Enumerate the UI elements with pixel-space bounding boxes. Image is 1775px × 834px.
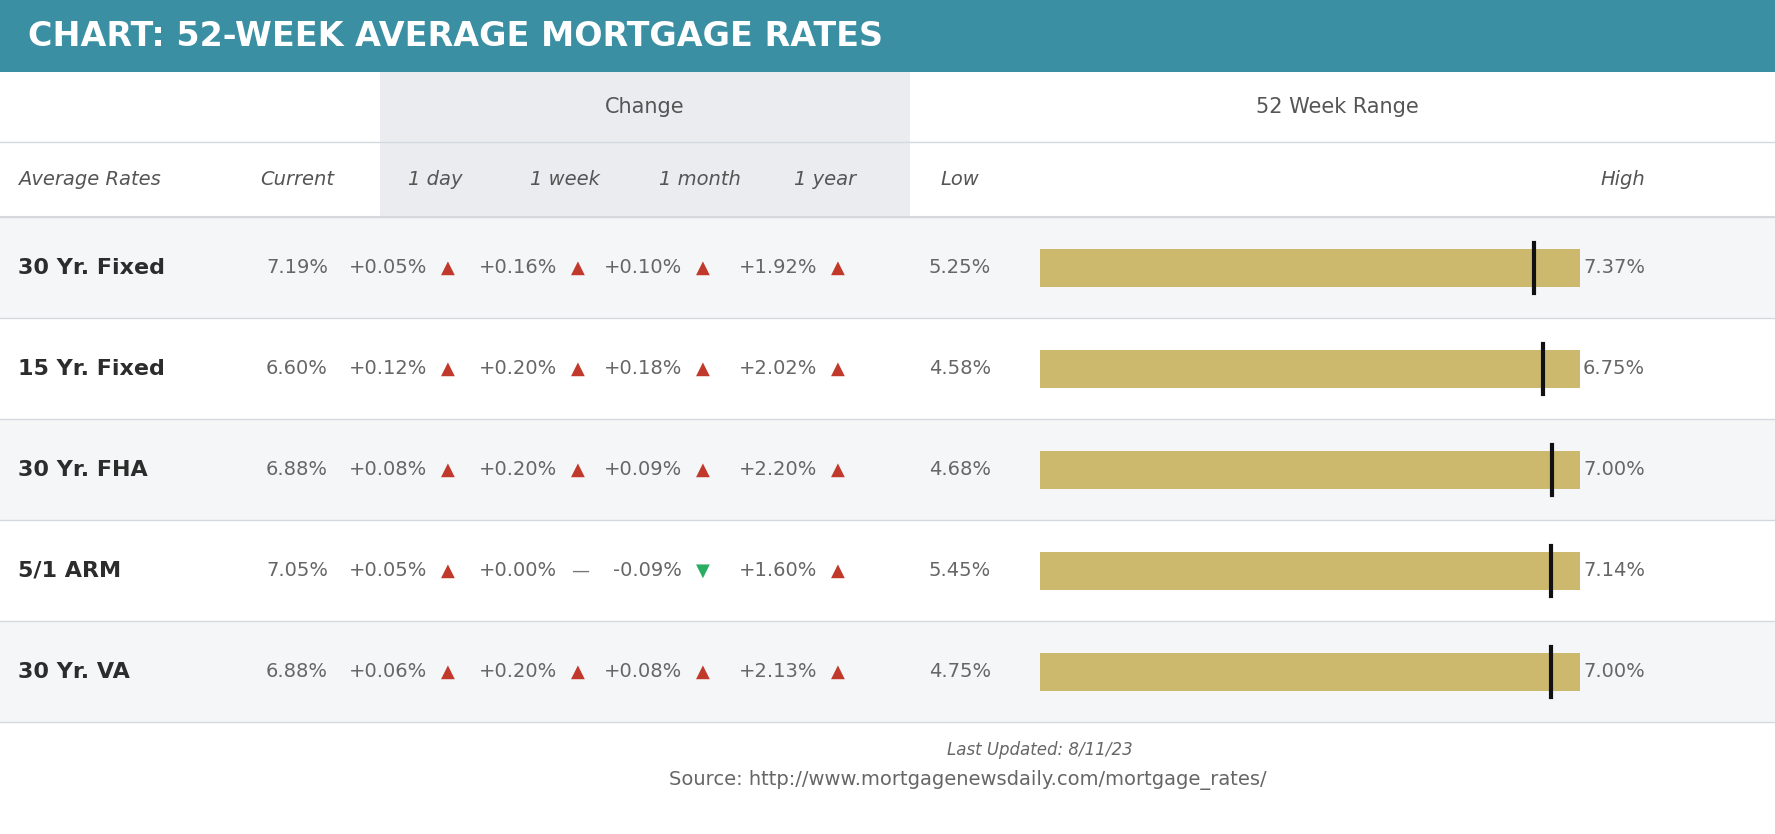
Bar: [0, 318, 1775, 419]
Text: 7.00%: 7.00%: [1583, 662, 1645, 681]
Bar: [1040, 349, 1580, 388]
Text: 5.25%: 5.25%: [928, 258, 990, 277]
Text: +0.08%: +0.08%: [348, 460, 428, 479]
Text: Current: Current: [259, 170, 334, 189]
Text: +0.18%: +0.18%: [604, 359, 682, 378]
Text: ▲: ▲: [696, 259, 710, 277]
Text: 6.75%: 6.75%: [1583, 359, 1645, 378]
Text: 7.19%: 7.19%: [266, 258, 328, 277]
Text: ▲: ▲: [696, 662, 710, 681]
Text: 7.14%: 7.14%: [1583, 561, 1645, 580]
Text: CHART: 52-WEEK AVERAGE MORTGAGE RATES: CHART: 52-WEEK AVERAGE MORTGAGE RATES: [28, 19, 882, 53]
Bar: [0, 520, 1775, 621]
Text: +0.10%: +0.10%: [604, 258, 682, 277]
Text: 5/1 ARM: 5/1 ARM: [18, 560, 121, 580]
Text: 4.68%: 4.68%: [928, 460, 990, 479]
Text: ▲: ▲: [831, 359, 845, 378]
Text: 6.88%: 6.88%: [266, 662, 328, 681]
Text: +0.12%: +0.12%: [348, 359, 428, 378]
Text: 30 Yr. FHA: 30 Yr. FHA: [18, 460, 147, 480]
Text: +0.06%: +0.06%: [348, 662, 428, 681]
Text: 1 year: 1 year: [793, 170, 856, 189]
Text: Change: Change: [605, 97, 685, 117]
Bar: [380, 142, 911, 217]
Text: ▲: ▲: [831, 662, 845, 681]
Text: 30 Yr. Fixed: 30 Yr. Fixed: [18, 258, 165, 278]
Bar: [1040, 652, 1580, 691]
Text: -0.09%: -0.09%: [612, 561, 682, 580]
Text: 7.37%: 7.37%: [1583, 258, 1645, 277]
Text: ▲: ▲: [440, 359, 454, 378]
Text: 7.00%: 7.00%: [1583, 460, 1645, 479]
Bar: [1040, 450, 1580, 489]
Text: +0.05%: +0.05%: [348, 258, 428, 277]
Text: ▲: ▲: [831, 259, 845, 277]
Bar: [0, 0, 1775, 72]
Text: 5.45%: 5.45%: [928, 561, 990, 580]
Text: Source: http://www.mortgagenewsdaily.com/mortgage_rates/: Source: http://www.mortgagenewsdaily.com…: [669, 770, 1266, 790]
Text: 52 Week Range: 52 Week Range: [1257, 97, 1418, 117]
Text: +2.02%: +2.02%: [738, 359, 816, 378]
Text: 6.88%: 6.88%: [266, 460, 328, 479]
Text: ▲: ▲: [831, 561, 845, 580]
Text: +0.09%: +0.09%: [604, 460, 682, 479]
Text: +1.92%: +1.92%: [738, 258, 816, 277]
Text: ▲: ▲: [831, 460, 845, 479]
Text: 1 day: 1 day: [408, 170, 462, 189]
Text: ▲: ▲: [572, 259, 586, 277]
Text: ▲: ▲: [696, 460, 710, 479]
Text: 7.05%: 7.05%: [266, 561, 328, 580]
Text: High: High: [1601, 170, 1645, 189]
Text: +0.00%: +0.00%: [479, 561, 557, 580]
Text: +0.20%: +0.20%: [479, 662, 557, 681]
Text: ▲: ▲: [572, 460, 586, 479]
Bar: [1040, 249, 1580, 287]
Text: 4.75%: 4.75%: [928, 662, 990, 681]
Text: +0.20%: +0.20%: [479, 460, 557, 479]
Text: ▲: ▲: [572, 662, 586, 681]
Text: +0.20%: +0.20%: [479, 359, 557, 378]
Text: Low: Low: [941, 170, 980, 189]
Text: +1.60%: +1.60%: [738, 561, 816, 580]
Text: 4.58%: 4.58%: [928, 359, 990, 378]
Text: +0.16%: +0.16%: [479, 258, 557, 277]
Text: ▼: ▼: [696, 561, 710, 580]
Text: +2.20%: +2.20%: [738, 460, 816, 479]
Text: 30 Yr. VA: 30 Yr. VA: [18, 661, 130, 681]
Text: 1 week: 1 week: [531, 170, 600, 189]
Text: ▲: ▲: [696, 359, 710, 378]
Text: 15 Yr. Fixed: 15 Yr. Fixed: [18, 359, 165, 379]
Text: ▲: ▲: [440, 460, 454, 479]
Bar: [0, 217, 1775, 318]
Text: Average Rates: Average Rates: [18, 170, 162, 189]
Text: 6.60%: 6.60%: [266, 359, 328, 378]
Text: Last Updated: 8/11/23: Last Updated: 8/11/23: [948, 741, 1132, 759]
Text: ▲: ▲: [440, 561, 454, 580]
Text: ▲: ▲: [572, 359, 586, 378]
Text: ▲: ▲: [440, 259, 454, 277]
Bar: [0, 621, 1775, 722]
Text: +2.13%: +2.13%: [738, 662, 816, 681]
Text: +0.05%: +0.05%: [348, 561, 428, 580]
Bar: [0, 419, 1775, 520]
Bar: [1040, 551, 1580, 590]
Text: +0.08%: +0.08%: [604, 662, 682, 681]
Bar: [380, 72, 911, 142]
Text: 1 month: 1 month: [659, 170, 740, 189]
Text: —: —: [572, 561, 589, 580]
Text: ▲: ▲: [440, 662, 454, 681]
